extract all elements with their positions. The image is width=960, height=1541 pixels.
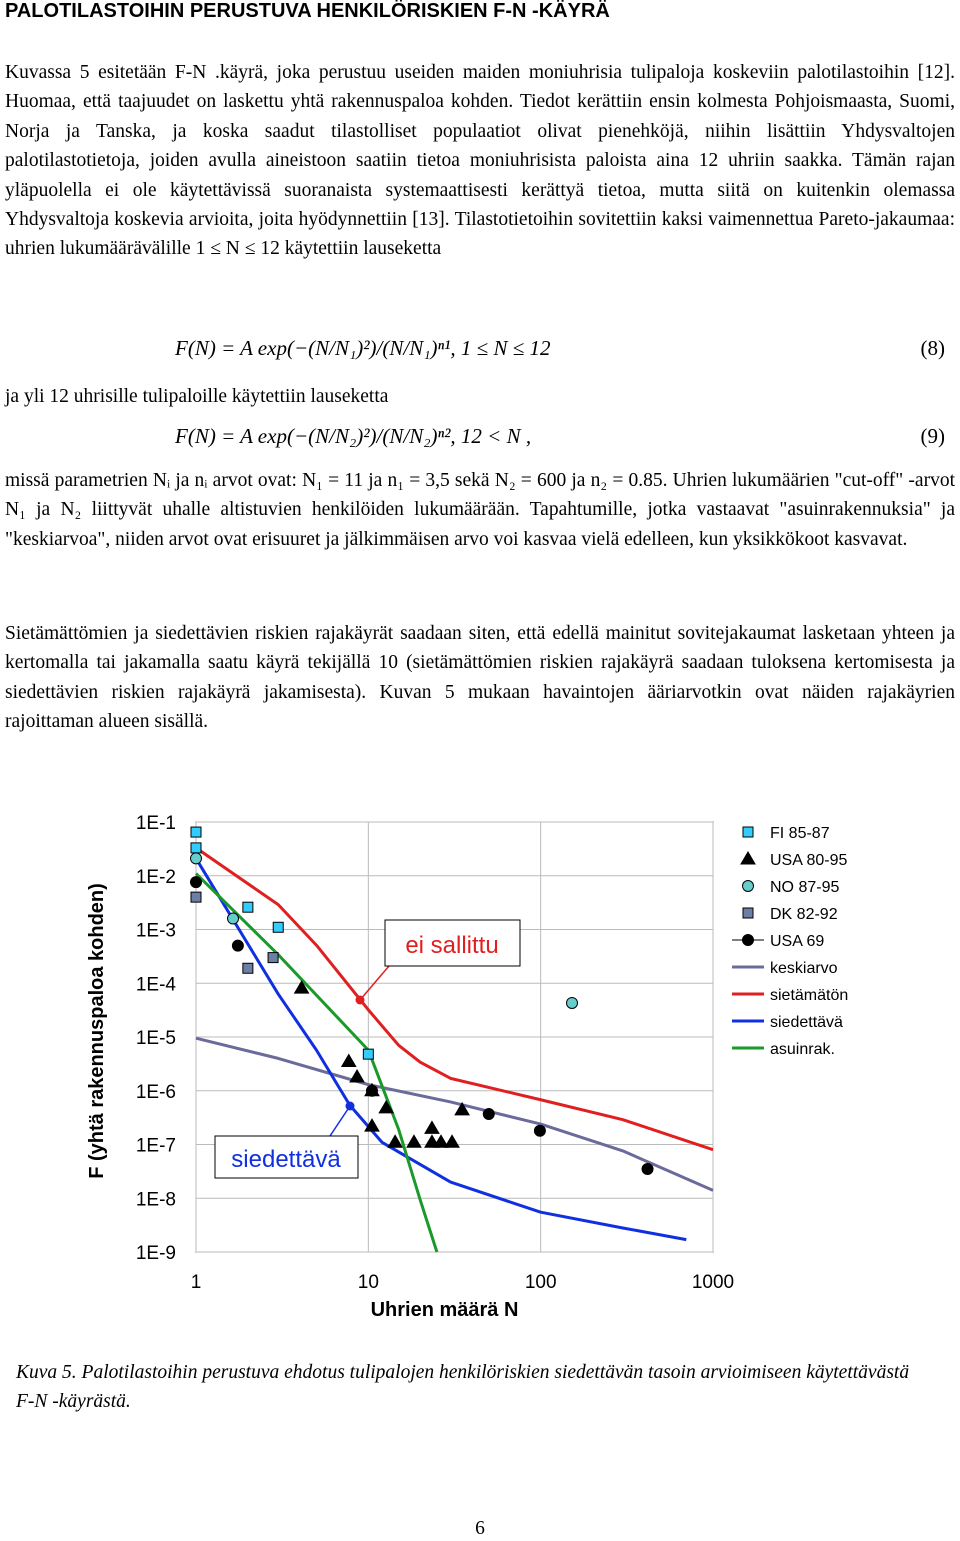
legend-label: keskiarvo [770, 960, 838, 977]
marker [242, 962, 254, 974]
chart: 1 10 100 1000 1E-1 1E-2 1E-3 1E-4 1E-5 1E-6 1E-7 1E… [86, 813, 848, 1321]
marker [742, 826, 754, 838]
equation-number: (9) [920, 424, 946, 448]
legend-label: NO 87-95 [770, 879, 839, 896]
marker [242, 901, 254, 913]
legend-label: FI 85-87 [770, 825, 830, 842]
marker [349, 1069, 365, 1083]
formula: F(N) = A exp(−(N/N₂)²)/(N/N₂)ⁿ², 12 < N … [175, 424, 532, 448]
series-line [194, 857, 687, 1242]
marker [454, 1101, 470, 1116]
legend-label: USA 80-95 [770, 852, 847, 869]
x-axis-title: Uhrien määrä N [371, 1299, 519, 1321]
paragraph: Sietämättömien ja siedettävien riskien r… [5, 623, 955, 733]
marker [482, 1107, 495, 1120]
marker [293, 980, 310, 994]
caption: Kuva 5. Palotilastoihin perustuva ehdotu… [16, 1362, 910, 1413]
legend-label: DK 82-92 [770, 906, 838, 923]
heading: PALOTILASTOIHIN PERUSTUVA HENKILÖRISKIEN… [5, 0, 610, 22]
marker [362, 1048, 374, 1060]
x-tick-label: 100 [525, 1272, 557, 1293]
marker [387, 1134, 403, 1148]
marker [742, 934, 754, 946]
marker [190, 876, 202, 889]
marker [740, 851, 756, 865]
annotation: siedettävä [231, 1146, 341, 1173]
legend-item: asuinrak. [732, 1041, 835, 1058]
marker [190, 842, 202, 854]
marker [231, 939, 244, 952]
page-number: 6 [475, 1518, 485, 1539]
x-tick-label: 1 [191, 1272, 202, 1293]
marker [533, 1124, 546, 1137]
formula: F(N) = A exp(−(N/N₁)²)/(N/N₁)ⁿ¹, 1 ≤ N ≤… [175, 336, 551, 360]
legend-item: DK 82-92 [742, 906, 838, 923]
series-line [195, 846, 714, 1152]
legend-label: USA 69 [770, 933, 824, 950]
marker [406, 1134, 422, 1148]
legend-label: siedettävä [770, 1014, 843, 1031]
series-line [195, 1036, 714, 1192]
annotation: ei sallittu [405, 932, 498, 959]
legend-item: USA 80-95 [740, 851, 847, 869]
annotation-box [214, 1135, 359, 1179]
legend-item: FI 85-87 [742, 825, 830, 842]
legend-label: sietämätön [770, 987, 848, 1004]
marker [378, 1099, 395, 1114]
annotation-dot [345, 1101, 355, 1111]
y-tick-label: 1E-7 [136, 1136, 176, 1157]
y-tick-label: 1E-5 [136, 1028, 176, 1049]
y-tick-label: 1E-1 [136, 813, 176, 834]
marker [444, 1134, 460, 1148]
marker [742, 880, 754, 892]
legend-label: asuinrak. [770, 1041, 835, 1058]
paragraph: ja yli 12 uhrisille tulipaloille käytett… [5, 386, 389, 407]
marker [267, 952, 279, 964]
annotation-box [384, 919, 521, 967]
marker [365, 1084, 378, 1097]
marker [742, 907, 754, 919]
x-tick-label: 10 [358, 1272, 379, 1293]
marker [340, 1053, 357, 1068]
legend-item: USA 69 [732, 933, 824, 950]
y-axis-title: F (yhtä rakennuspaloa kohden) [86, 883, 108, 1179]
y-tick-label: 1E-8 [136, 1189, 176, 1210]
marker [364, 1118, 380, 1132]
equation-number: (8) [920, 336, 946, 360]
marker [190, 852, 202, 865]
y-tick-label: 1E-6 [136, 1082, 176, 1103]
legend-item: NO 87-95 [742, 879, 839, 896]
marker [424, 1120, 440, 1134]
marker [433, 1134, 449, 1148]
paragraph: Kuvassa 5 esitetään F-N .käyrä, joka per… [5, 62, 955, 260]
marker [227, 912, 240, 925]
y-tick-label: 1E-2 [136, 867, 176, 888]
series-line [194, 872, 439, 1253]
annotation-leader [329, 1105, 351, 1137]
y-tick-label: 1E-3 [136, 921, 176, 942]
annotation-leader [359, 965, 390, 1001]
x-tick-label: 1000 [692, 1272, 734, 1293]
marker [272, 921, 284, 933]
marker [190, 826, 202, 838]
legend-item: sietämätön [732, 987, 848, 1004]
marker [566, 996, 579, 1009]
paragraph: missä parametrien Nᵢ ja nᵢ arvot ovat: N… [5, 470, 955, 550]
y-tick-label: 1E-9 [136, 1243, 176, 1264]
legend-item: keskiarvo [732, 960, 838, 977]
annotation-dot [355, 995, 365, 1005]
marker [641, 1163, 654, 1176]
marker [190, 891, 202, 903]
legend-item: siedettävä [732, 1014, 843, 1031]
y-tick-label: 1E-4 [136, 974, 177, 995]
